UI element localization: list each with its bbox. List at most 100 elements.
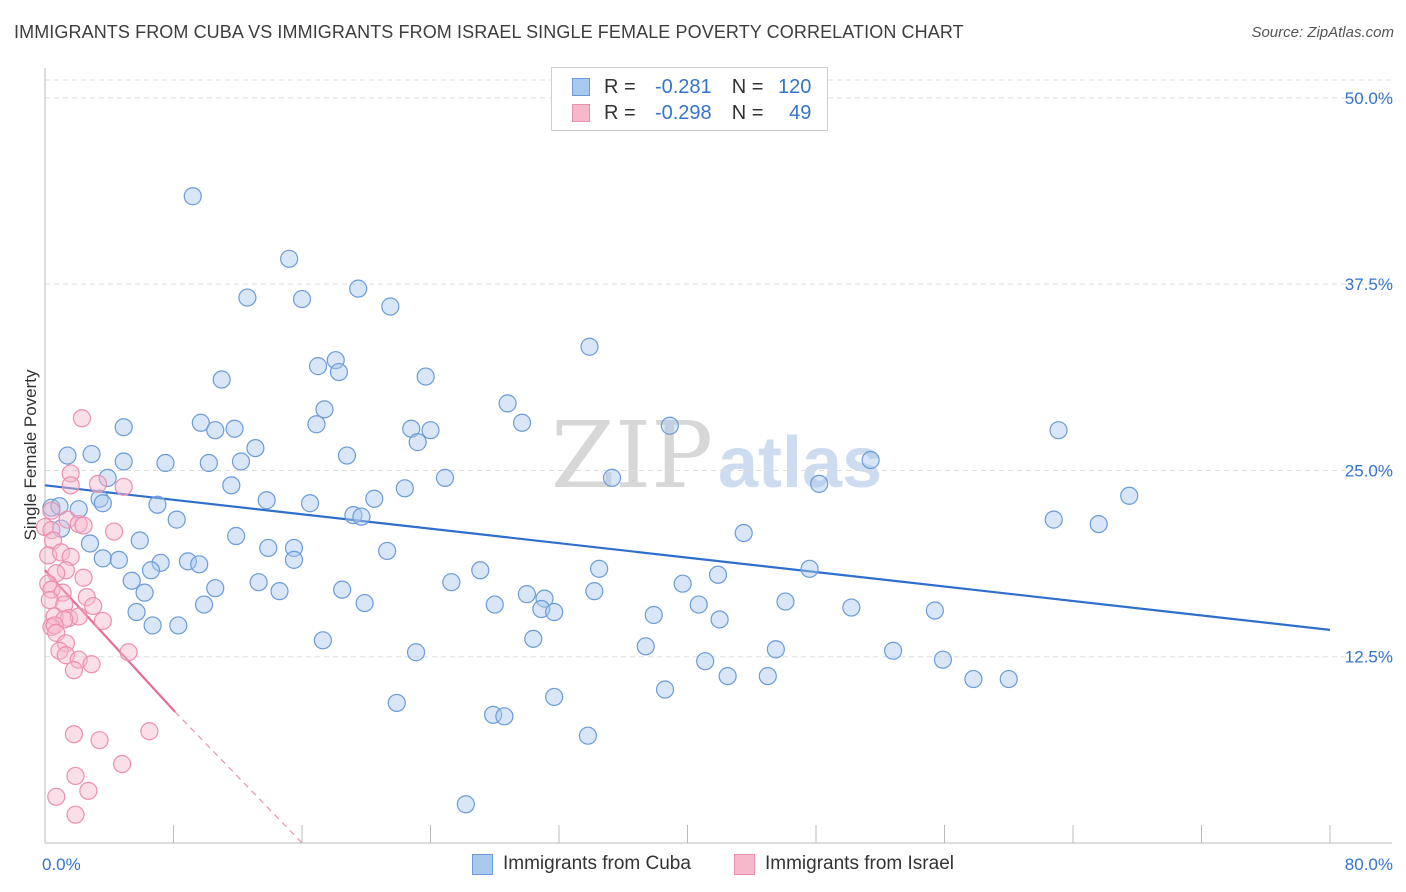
cuba-point <box>602 468 622 487</box>
cuba-point <box>109 550 128 569</box>
cuba-point <box>925 601 944 620</box>
cuba-point <box>964 669 983 689</box>
cuba-point <box>883 641 903 660</box>
cuba-point <box>292 289 312 309</box>
cuba-point <box>130 531 149 550</box>
cuba-point <box>498 394 517 413</box>
israel-point <box>114 477 133 496</box>
cuba-point <box>708 565 728 584</box>
legend-r-value-israel: -0.298 <box>654 101 712 124</box>
cuba-point <box>471 561 490 580</box>
israel-point <box>64 725 84 744</box>
legend-row-israel: R = -0.298 N = 49 <box>572 101 811 125</box>
cuba-point <box>381 297 400 316</box>
israel-point <box>55 595 74 614</box>
israel-point <box>77 588 96 607</box>
cuba-point <box>517 585 536 604</box>
bottom-legend-label-cuba: Immigrants from Cuba <box>503 853 691 874</box>
cuba-point <box>206 421 225 440</box>
israel-point <box>112 754 132 774</box>
legend-swatch-israel <box>572 104 590 122</box>
cuba-point <box>315 400 334 419</box>
cuba-point <box>82 444 101 464</box>
cuba-point <box>225 419 244 438</box>
cuba-point <box>644 605 663 625</box>
cuba-point <box>810 474 829 493</box>
israel-point <box>66 766 85 786</box>
israel-point <box>119 643 138 662</box>
israel-point <box>51 543 71 562</box>
cuba-point <box>861 450 880 470</box>
cuba-point <box>352 507 371 526</box>
cuba-point <box>93 549 112 568</box>
bottom-legend-swatch-cuba <box>472 853 493 875</box>
cuba-point <box>93 494 112 513</box>
cuba-point <box>329 362 349 382</box>
legend-n-value-israel: 49 <box>789 101 812 124</box>
stats-legend: R = -0.281 N = 120 R = -0.298 N = 49 <box>551 67 828 131</box>
cuba-point <box>734 523 753 543</box>
israel-point <box>88 474 108 493</box>
cuba-point <box>408 433 427 452</box>
source-credit: Source: ZipAtlas.com <box>1251 24 1394 41</box>
israel-point <box>40 590 59 610</box>
cuba-point <box>169 616 188 635</box>
cuba-point <box>227 526 246 546</box>
cuba-point <box>191 413 210 432</box>
israel-point <box>93 611 112 631</box>
legend-r-label: R = <box>604 75 636 98</box>
cuba-point <box>524 629 543 648</box>
cuba-point <box>1049 421 1068 440</box>
cuba-point <box>114 418 133 437</box>
cuba-point <box>58 446 77 465</box>
y-tick-label: 50.0% <box>1345 89 1393 108</box>
cuba-point <box>190 555 209 574</box>
israel-point <box>69 607 88 626</box>
cuba-point <box>590 559 609 578</box>
israel-point <box>84 596 103 616</box>
cuba-point <box>206 579 225 598</box>
israel-trend-extension <box>174 711 303 844</box>
cuba-point <box>545 687 564 707</box>
cuba-point <box>933 650 952 669</box>
cuba-point <box>580 337 599 356</box>
legend-n-value-cuba: 120 <box>778 75 812 98</box>
cuba-point <box>114 452 133 471</box>
cuba-point <box>98 468 117 487</box>
y-tick-label: 12.5% <box>1345 648 1393 667</box>
cuba-point <box>307 415 326 434</box>
cuba-point <box>512 413 532 432</box>
cuba-point <box>1089 514 1108 534</box>
israel-point <box>140 722 159 741</box>
cuba-point <box>349 279 368 298</box>
israel-point <box>90 731 109 750</box>
cuba-point <box>194 595 214 614</box>
cuba-point <box>710 610 729 629</box>
cuba-point <box>141 561 161 580</box>
cuba-point <box>69 500 88 519</box>
cuba-point <box>231 452 251 471</box>
cuba-point <box>238 288 257 307</box>
cuba-point <box>689 595 708 614</box>
bottom-legend-cuba: Immigrants from Cuba <box>472 851 691 877</box>
cuba-point <box>999 669 1018 689</box>
cuba-point <box>270 582 289 601</box>
cuba-point <box>257 491 276 510</box>
cuba-point <box>435 468 455 487</box>
legend-n-label: N = <box>731 101 764 124</box>
israel-point <box>66 805 85 824</box>
cuba-trend-line <box>44 484 1331 631</box>
cuba-point <box>246 438 265 458</box>
cuba-point <box>485 595 504 614</box>
cuba-point <box>337 446 357 465</box>
cuba-point <box>842 598 861 617</box>
cuba-point <box>406 643 426 662</box>
cuba-point <box>495 707 514 726</box>
bottom-legend-israel: Immigrants from Israel <box>734 851 954 877</box>
cuba-point <box>167 510 186 529</box>
israel-point <box>47 787 66 806</box>
cuba-point <box>308 357 328 376</box>
chart-title: IMMIGRANTS FROM CUBA VS IMMIGRANTS FROM … <box>14 22 964 42</box>
cuba-point <box>416 367 435 386</box>
